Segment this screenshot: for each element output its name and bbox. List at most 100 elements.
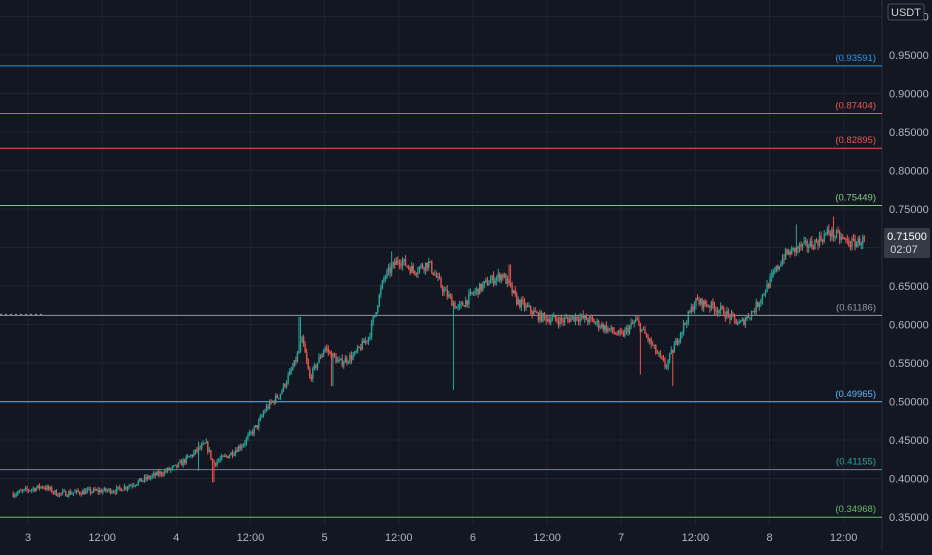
candle-body: [375, 312, 377, 315]
candle-body: [551, 317, 554, 320]
candle-body: [417, 271, 419, 274]
candle-body: [176, 464, 178, 468]
candle-body: [429, 261, 431, 263]
candle-body: [310, 377, 313, 380]
candle-body: [627, 327, 629, 333]
candle-body: [794, 247, 796, 253]
candle-body: [511, 285, 513, 294]
candle-body: [349, 355, 351, 362]
candle-body: [647, 336, 649, 341]
candle-body: [658, 352, 660, 354]
candle-body: [64, 491, 67, 497]
candle-body: [35, 487, 38, 491]
candle-body: [14, 495, 16, 497]
candle-body: [599, 327, 601, 329]
candle-body: [763, 294, 765, 296]
candle-body: [673, 344, 676, 353]
candle-body: [482, 284, 484, 291]
candle-body: [86, 489, 89, 491]
candle-body: [752, 311, 754, 313]
candle-body: [400, 264, 402, 266]
candle-body: [197, 447, 200, 452]
candle-body: [650, 339, 652, 345]
candle-body: [664, 360, 666, 368]
candle-body: [758, 303, 761, 307]
candle-body: [783, 258, 785, 260]
candle-body: [46, 486, 48, 490]
candle-body: [709, 306, 711, 309]
candle-body: [618, 330, 620, 335]
candle-body: [166, 467, 169, 472]
candle-body: [128, 485, 130, 488]
candle-body: [398, 262, 401, 265]
candle-body: [713, 306, 716, 312]
candle-body: [97, 489, 99, 493]
horizontal-level-label: (0.34968): [835, 504, 876, 515]
candle-body: [115, 487, 118, 493]
candle-body: [350, 355, 353, 360]
candle-body: [642, 328, 645, 330]
candle-body: [505, 274, 507, 284]
horizontal-level-label: (0.61186): [836, 302, 876, 313]
candle-body: [370, 322, 373, 337]
candle-body: [661, 356, 663, 358]
candle-body: [49, 487, 51, 490]
candle-body: [503, 274, 506, 278]
candle-body: [44, 487, 47, 490]
candle-body: [173, 465, 175, 467]
candle-body: [389, 267, 391, 273]
currency-label: USDT: [891, 7, 921, 19]
candle-body: [210, 450, 212, 459]
candle-body: [593, 319, 595, 324]
candle-body: [508, 279, 510, 283]
candle-body: [628, 326, 631, 333]
candle-body: [307, 360, 309, 369]
candle-body: [808, 246, 810, 248]
candle-body: [29, 490, 31, 492]
last-price-label: 0.71500: [887, 231, 927, 243]
candle-body: [502, 274, 504, 278]
candle-body: [554, 315, 557, 320]
candle-body: [829, 233, 832, 237]
candle-body: [191, 454, 194, 457]
candle-body: [602, 324, 604, 331]
candle-body: [483, 281, 486, 285]
candle-body: [570, 318, 572, 322]
candle-body: [835, 230, 838, 237]
y-tick-label: 0.65000: [889, 281, 929, 293]
candle-body: [231, 452, 234, 456]
candle-body: [247, 435, 249, 439]
candle-body: [383, 277, 385, 281]
candle-body: [261, 415, 263, 417]
candle-body: [213, 460, 215, 463]
candle-body: [801, 243, 804, 248]
candle-body: [474, 291, 476, 294]
candle-body: [846, 239, 849, 241]
candle-body: [641, 328, 643, 332]
y-tick-label: 0.40000: [889, 474, 929, 486]
candle-body: [262, 412, 265, 416]
candle-body: [656, 352, 659, 354]
candle-body: [721, 306, 723, 308]
candle-body: [279, 394, 282, 398]
candle-body: [343, 362, 345, 366]
candle-body: [117, 486, 119, 488]
candle-body: [95, 489, 98, 491]
candle-body: [712, 301, 714, 307]
candle-body: [329, 351, 331, 353]
candle-body: [17, 492, 19, 495]
candle-body: [435, 274, 438, 278]
candle-body: [587, 320, 589, 323]
candle-body: [170, 468, 172, 471]
candle-body: [238, 446, 240, 452]
candle-body: [273, 400, 275, 403]
candle-body: [486, 279, 489, 286]
candle-body: [102, 490, 104, 493]
candle-body: [631, 322, 634, 324]
candle-body: [105, 488, 107, 491]
candle-body: [168, 467, 170, 471]
candle-body: [58, 492, 61, 497]
